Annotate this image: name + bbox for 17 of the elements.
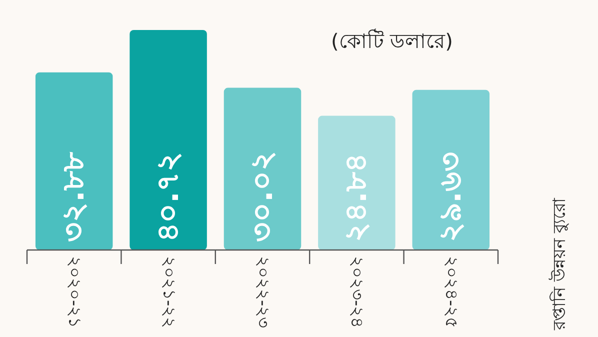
data-label: ৩২.৮৮ [56, 152, 92, 242]
bar: ৩২.৮৮ [35, 72, 113, 250]
x-tick-label: ২০২৩-২৪ [346, 256, 367, 328]
x-tick-label: ২০২০-২১ [64, 256, 84, 328]
x-tick-label: ২০২২-২৩ [252, 256, 272, 328]
x-tick-label: ২০২৪-২৫ [440, 256, 461, 328]
chart-subtitle: (কোটি ডলারে) [331, 29, 453, 53]
x-tick-label: ২০২১-২২ [158, 256, 178, 328]
data-label: ২৪.৮৪ [339, 154, 374, 242]
data-label: ৩০.০২ [245, 150, 280, 242]
bar: ২৪.৮৪ [318, 116, 396, 250]
text: রপ্তানি উন্নয়ন ব্যুরো [549, 197, 570, 331]
bar: ৪০.৭২ [130, 30, 207, 250]
bar: ২৯.৬৩ [412, 90, 490, 250]
data-label: ৪০.৭২ [150, 152, 186, 242]
bar: ৩০.০২ [224, 88, 302, 250]
data-label: ২৯.৬৩ [433, 152, 468, 242]
